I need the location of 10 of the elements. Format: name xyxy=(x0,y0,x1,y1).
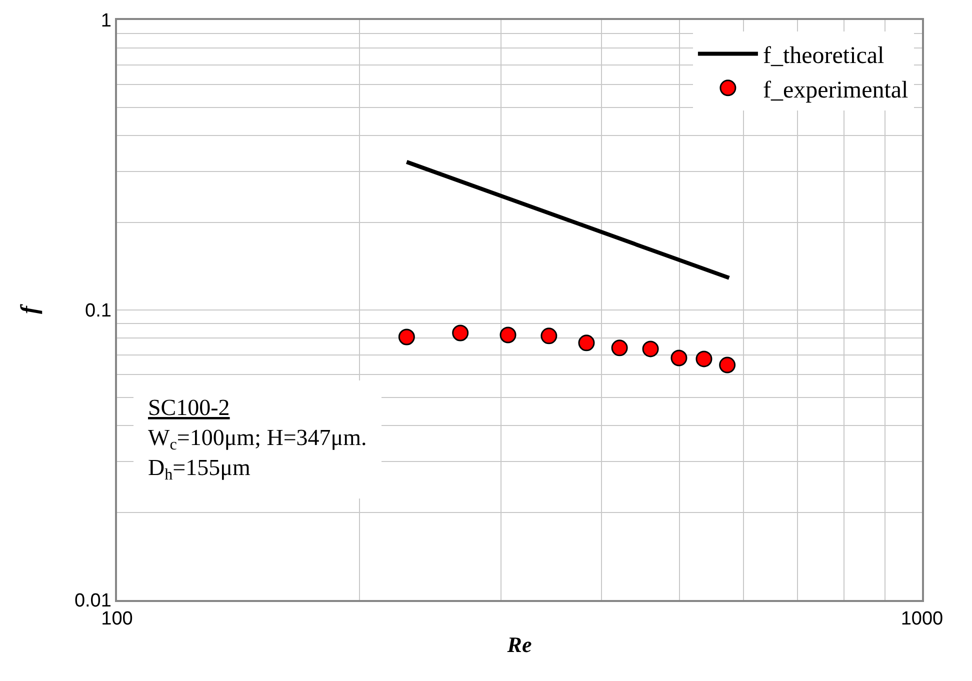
annotation: SC100-2 xyxy=(148,395,230,420)
annotation: D$_{h}$=155μm xyxy=(148,454,250,484)
x-tick-label: 1000 xyxy=(900,608,944,630)
y-tick-label: 1 xyxy=(100,10,112,32)
legend-label: f_experimental xyxy=(762,77,909,104)
legend-label: f_theoretical xyxy=(762,43,885,70)
x-axis-title: Re xyxy=(506,632,532,657)
annotation: W$_{c}$=100μm; H=347μm. xyxy=(148,424,367,454)
y-tick-label: 0.1 xyxy=(85,300,112,322)
y-axis-title: f xyxy=(17,304,44,314)
